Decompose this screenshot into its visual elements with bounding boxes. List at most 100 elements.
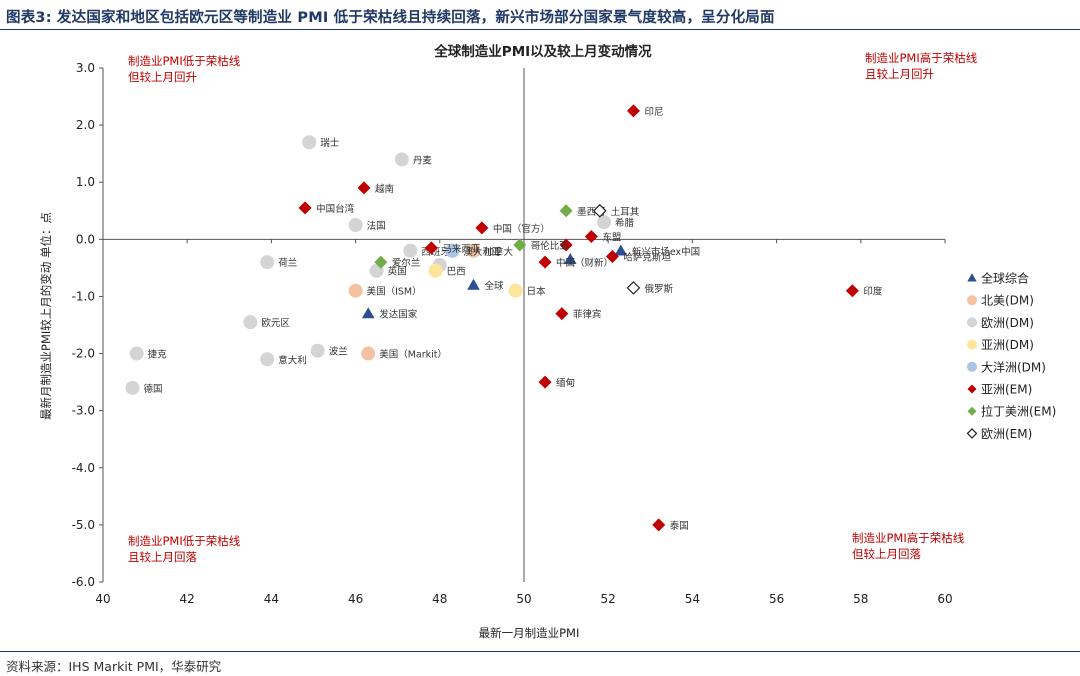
legend-marker [967, 384, 977, 394]
y-tick-label: -1.0 [72, 289, 95, 303]
point-label: 爱尔兰 [392, 257, 421, 269]
point-label: 日本 [527, 286, 547, 298]
legend-label: 欧洲(DM) [981, 316, 1034, 330]
point-label: 马来西亚 [442, 244, 481, 255]
data-point [125, 380, 140, 395]
x-tick-label: 54 [685, 592, 700, 606]
quadrant-label: 但较上月回落 [852, 547, 921, 561]
x-tick-label: 52 [601, 592, 616, 606]
legend-label: 大洋洲(DM) [981, 359, 1046, 374]
data-point [559, 238, 573, 252]
point-label: 美国（Markit） [379, 349, 447, 361]
x-tick-label: 56 [769, 592, 784, 606]
legend-marker [967, 295, 977, 306]
data-point [466, 243, 481, 258]
legend-marker [967, 339, 977, 350]
point-label: 发达国家 [379, 309, 418, 321]
data-point [555, 307, 569, 321]
point-label: 美国（ISM） [367, 286, 422, 298]
data-point [626, 281, 641, 295]
y-tick-label: 3.0 [76, 61, 95, 75]
y-axis-label: 最新月制造业PMI较上月的变动 单位：点 [39, 212, 53, 420]
chart-axes: 3.0 2.0 1.0 0.0 -1.0 -2.0 -3.0 -4.0 -5.0 -6.040 42… [72, 61, 953, 606]
point-label: 欧元区 [261, 317, 290, 329]
point-label: 荷兰 [278, 257, 297, 269]
point-label: 德国 [143, 383, 162, 395]
data-point [538, 375, 552, 389]
figure-title: 图表3: 发达国家和地区包括欧元区等制造业 PMI 低于荣枯线且持续回落，新兴市… [6, 10, 775, 26]
data-point [428, 263, 443, 278]
point-label: 东盟 [602, 231, 622, 243]
data-point [374, 255, 388, 269]
data-point [596, 215, 611, 230]
point-label: 越南 [375, 183, 394, 195]
point-label: 希腊 [615, 217, 635, 229]
y-tick-label: -6.0 [72, 575, 95, 589]
y-tick-label: -3.0 [72, 404, 95, 418]
legend-label: 亚洲(EM) [981, 383, 1032, 397]
data-point [298, 201, 312, 215]
y-tick-label: -5.0 [72, 518, 95, 532]
data-point [357, 181, 371, 195]
x-axis-label: 最新一月制造业PMI [479, 626, 580, 640]
data-point [302, 135, 317, 150]
y-tick-label: -4.0 [72, 461, 95, 475]
data-point [310, 343, 325, 358]
x-tick-label: 50 [516, 592, 531, 606]
point-label: 印尼 [644, 106, 663, 118]
legend-label: 北美(DM) [981, 294, 1034, 308]
point-label: 丹麦 [413, 154, 433, 166]
chart-title: 全球制造业PMI以及较上月变动情况 [433, 43, 652, 60]
x-tick-label: 46 [348, 592, 363, 606]
point-label: 英国 [388, 266, 407, 278]
legend-marker [967, 406, 977, 416]
data-point [445, 243, 460, 258]
point-label: 巴西 [447, 267, 466, 278]
data-point [403, 243, 418, 258]
x-tick-label: 60 [937, 592, 952, 606]
data-point [424, 241, 438, 255]
point-label: 印度 [863, 286, 883, 298]
point-label: 菲律宾 [573, 309, 602, 321]
title-rule [0, 29, 1080, 30]
point-label: 中国台湾 [316, 203, 355, 215]
point-label: 中国（财新） [556, 257, 613, 269]
point-label: 全球 [484, 280, 504, 292]
source-note: 资料来源：IHS Markit PMI，华泰研究 [6, 659, 222, 674]
point-label: 法国 [367, 220, 386, 232]
data-point [260, 255, 275, 270]
point-label: 捷克 [148, 349, 168, 361]
data-point [614, 244, 628, 256]
data-point [626, 104, 640, 118]
quadrant-label: 制造业PMI低于荣枯线 [128, 534, 241, 548]
point-label: 澳大利亚 [463, 246, 502, 258]
quadrant-label: 但较上月回升 [128, 70, 197, 84]
data-point [348, 218, 363, 233]
point-label: 缅甸 [556, 377, 575, 389]
legend-marker [967, 317, 977, 328]
point-label: 哈萨克斯坦 [623, 251, 671, 263]
y-tick-label: 0.0 [76, 232, 95, 246]
point-label: 瑞士 [320, 137, 340, 149]
point-label: 波兰 [329, 346, 348, 358]
legend-label: 拉丁美洲(EM) [981, 404, 1056, 419]
x-tick-label: 48 [432, 592, 447, 606]
data-point [513, 238, 527, 252]
data-point [348, 283, 363, 298]
data-point [564, 253, 577, 265]
point-label: 俄罗斯 [644, 283, 673, 295]
data-point [475, 221, 489, 235]
data-point [652, 518, 666, 532]
legend-label: 全球综合 [981, 271, 1029, 286]
point-label: 哥伦比亚 [531, 240, 570, 252]
quadrant-label: 制造业PMI高于荣枯线 [852, 531, 965, 545]
point-label: 泰国 [670, 520, 689, 532]
data-point [361, 307, 375, 319]
quadrant-label: 且较上月回升 [865, 67, 934, 81]
quadrant-label: 制造业PMI高于荣枯线 [865, 51, 978, 65]
legend-label: 亚洲(DM) [981, 338, 1034, 352]
data-point [129, 346, 144, 361]
